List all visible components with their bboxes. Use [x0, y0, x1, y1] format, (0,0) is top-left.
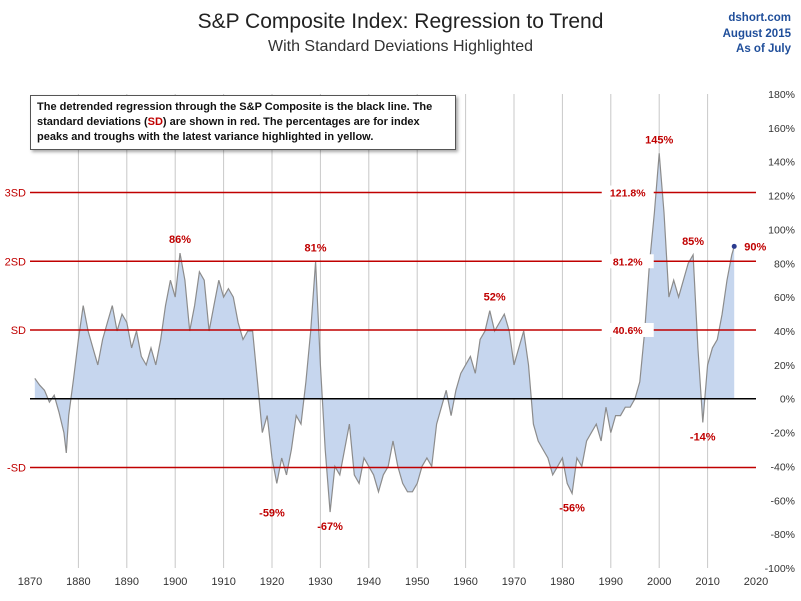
chart-title: S&P Composite Index: Regression to Trend [197, 10, 604, 33]
x-tick-label-1940: 1940 [357, 576, 381, 588]
sd-label-1: 2SD [5, 256, 26, 268]
y-tick-label--100%: -100% [765, 563, 795, 575]
x-tick-label-1980: 1980 [550, 576, 574, 588]
sd-label-3: -SD [7, 462, 26, 474]
y-tick-label--60%: -60% [770, 495, 795, 507]
annotation-label-0: 86% [169, 234, 191, 246]
y-tick-label-120%: 120% [768, 191, 795, 203]
y-tick-label--20%: -20% [770, 428, 795, 440]
series-area-fill [34, 153, 735, 513]
x-tick-label-1890: 1890 [115, 576, 139, 588]
sd-label-0: 3SD [5, 188, 26, 200]
x-tick-label-1960: 1960 [453, 576, 477, 588]
x-tick-label-1970: 1970 [502, 576, 526, 588]
credit-site: dshort.com [728, 12, 791, 24]
annotation-label-9: -14% [690, 431, 716, 443]
latest-value-dot [731, 243, 737, 249]
sd-value-bg-2 [601, 322, 654, 337]
y-tick-label-20%: 20% [774, 360, 795, 372]
sd-value-bg-0 [601, 185, 654, 200]
y-tick-label-40%: 40% [774, 326, 795, 338]
sd-value-label-0: 121.8% [610, 188, 646, 200]
x-tick-label-1870: 1870 [18, 576, 42, 588]
x-tick-label-1900: 1900 [163, 576, 187, 588]
annotation-label-1: 81% [305, 243, 327, 255]
annotation-label-2: 52% [484, 292, 506, 304]
x-tick-label-2020: 2020 [744, 576, 768, 588]
x-tick-label-1950: 1950 [405, 576, 429, 588]
chart-subtitle: With Standard Deviations Highlighted [267, 38, 534, 55]
credit-asof: As of July [736, 43, 791, 55]
x-tick-label-1930: 1930 [308, 576, 332, 588]
x-tick-label-2000: 2000 [647, 576, 671, 588]
sd-label-2: SD [11, 325, 26, 337]
y-tick-label--40%: -40% [770, 461, 795, 473]
y-tick-label-60%: 60% [774, 292, 795, 304]
x-tick-label-2010: 2010 [695, 576, 719, 588]
y-tick-label-0%: 0% [780, 394, 795, 406]
annotation-label-5: 90% [744, 241, 766, 253]
annotation-label-8: -56% [559, 503, 585, 515]
x-tick-label-1880: 1880 [66, 576, 90, 588]
annotation-label-6: -59% [259, 508, 285, 520]
y-tick-label-160%: 160% [768, 123, 795, 135]
y-tick-label-100%: 100% [768, 224, 795, 236]
sd-value-label-1: 81.2% [613, 256, 643, 268]
credit-date: August 2015 [722, 28, 791, 40]
y-tick-label-180%: 180% [768, 89, 795, 101]
note-text-2: ) are shown in red. The percentages are … [37, 116, 420, 143]
note-sd-text: SD [147, 116, 163, 128]
annotation-label-7: -67% [317, 521, 343, 533]
annotation-label-3: 145% [645, 134, 673, 146]
x-tick-label-1920: 1920 [260, 576, 284, 588]
sd-value-label-2: 40.6% [613, 325, 643, 337]
y-tick-label--80%: -80% [770, 529, 795, 541]
note-text-1: The detrended regression through the S&P… [37, 101, 433, 128]
series-line [34, 153, 735, 513]
y-tick-label-80%: 80% [774, 258, 795, 270]
explanation-note: The detrended regression through the S&P… [30, 95, 456, 150]
sd-value-bg-1 [601, 254, 654, 269]
x-tick-label-1990: 1990 [599, 576, 623, 588]
annotation-label-4: 85% [682, 236, 704, 248]
y-tick-label-140%: 140% [768, 157, 795, 169]
x-tick-label-1910: 1910 [211, 576, 235, 588]
